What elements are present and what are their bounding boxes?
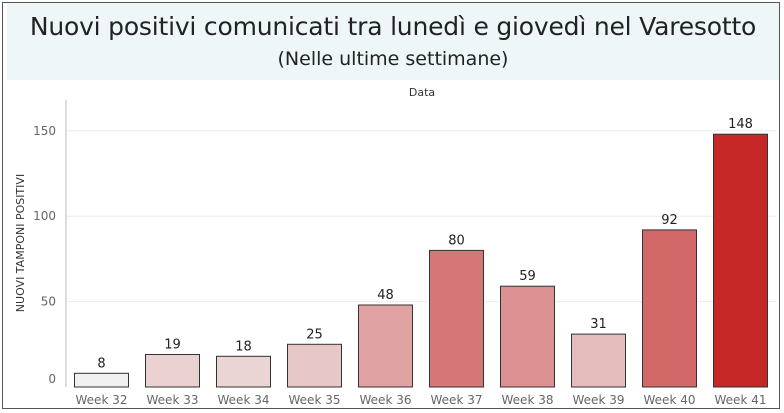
y-axis-label: NUOVI TAMPONI POSITIVI xyxy=(14,174,27,312)
data-label: 59 xyxy=(519,269,536,284)
y-tick-label: 150 xyxy=(33,124,56,138)
x-tick-label: Week 41 xyxy=(715,393,767,407)
data-label: 31 xyxy=(590,317,607,332)
x-tick-label: Week 37 xyxy=(431,393,483,407)
x-tick-label: Week 34 xyxy=(218,393,270,407)
bar[interactable] xyxy=(500,285,555,388)
bar[interactable] xyxy=(74,372,129,388)
bars xyxy=(74,133,768,388)
chart-title: Nuovi positivi comunicati tra lunedì e g… xyxy=(29,12,757,41)
x-tick-label: Week 38 xyxy=(502,393,554,407)
y-tick-label: 0 xyxy=(48,372,56,386)
y-axis-ticks: 0 50 100 150 xyxy=(33,124,56,386)
bar[interactable] xyxy=(358,304,413,388)
bar[interactable] xyxy=(429,249,484,388)
chart-subtitle: (Nelle ultime settimane) xyxy=(277,48,509,70)
bar[interactable] xyxy=(571,333,626,388)
chart-header: Nuovi positivi comunicati tra lunedì e g… xyxy=(7,3,779,80)
data-label: 8 xyxy=(97,356,105,371)
x-tick-label: Week 32 xyxy=(76,393,128,407)
x-tick-label: Week 36 xyxy=(360,393,412,407)
bar[interactable] xyxy=(642,229,697,388)
x-tick-label: Week 39 xyxy=(573,393,625,407)
y-tick-label: 100 xyxy=(33,209,56,223)
data-label: 48 xyxy=(377,288,394,303)
value-labels: 8 19 18 25 48 80 59 31 92 148 xyxy=(97,117,753,371)
bar[interactable] xyxy=(216,355,271,388)
data-label: 80 xyxy=(448,233,465,248)
bar[interactable] xyxy=(287,343,342,388)
data-label: 92 xyxy=(661,213,678,228)
x-tick-label: Week 33 xyxy=(147,393,199,407)
x-tick-label: Week 35 xyxy=(289,393,341,407)
bar[interactable] xyxy=(145,354,200,388)
data-label: 18 xyxy=(235,339,252,354)
column-header: Data xyxy=(409,86,435,99)
data-label: 148 xyxy=(728,117,753,132)
y-tick-label: 50 xyxy=(41,295,56,309)
data-label: 19 xyxy=(164,338,181,353)
data-label: 25 xyxy=(306,327,323,342)
x-tick-label: Week 40 xyxy=(644,393,696,407)
x-axis-ticks: Week 32 Week 33 Week 34 Week 35 Week 36 Week … xyxy=(76,393,767,407)
bar[interactable] xyxy=(713,133,768,388)
